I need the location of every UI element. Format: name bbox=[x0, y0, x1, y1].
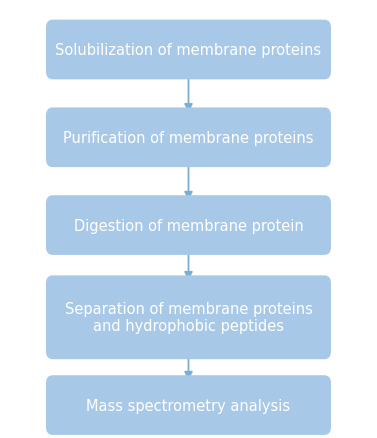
Text: Separation of membrane proteins
and hydrophobic peptides: Separation of membrane proteins and hydr… bbox=[64, 301, 313, 334]
Text: Purification of membrane proteins: Purification of membrane proteins bbox=[63, 131, 314, 145]
FancyBboxPatch shape bbox=[46, 21, 331, 80]
Text: Solubilization of membrane proteins: Solubilization of membrane proteins bbox=[55, 43, 322, 58]
FancyBboxPatch shape bbox=[46, 196, 331, 255]
Text: Mass spectrometry analysis: Mass spectrometry analysis bbox=[86, 398, 291, 413]
FancyBboxPatch shape bbox=[46, 108, 331, 168]
FancyBboxPatch shape bbox=[46, 276, 331, 359]
FancyBboxPatch shape bbox=[46, 375, 331, 435]
Text: Digestion of membrane protein: Digestion of membrane protein bbox=[74, 218, 303, 233]
